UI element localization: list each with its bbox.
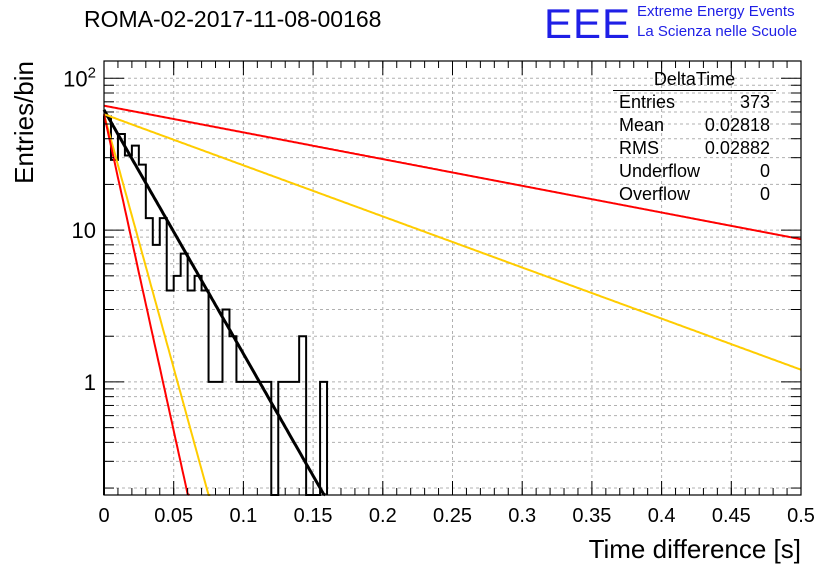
stats-label: Overflow xyxy=(619,184,691,204)
stats-box: DeltaTime Entries 373 Mean 0.02818 RMS 0… xyxy=(613,68,776,206)
stats-label: Mean xyxy=(619,115,665,135)
x-tick-label: 0 xyxy=(98,505,109,527)
stats-row-overflow: Overflow 0 xyxy=(613,183,776,206)
y-tick-label: 10 xyxy=(72,218,96,243)
stats-value: 0 xyxy=(759,184,770,204)
stats-title: DeltaTime xyxy=(613,68,776,91)
x-tick-label: 0.1 xyxy=(229,505,257,527)
x-tick-label: 0.25 xyxy=(433,505,472,527)
y-tick-label: 1 xyxy=(84,370,96,395)
x-tick-label: 0.05 xyxy=(154,505,193,527)
logo-line-1: Extreme Energy Events xyxy=(637,3,795,20)
stats-value: 0 xyxy=(759,161,770,181)
plot-title: ROMA-02-2017-11-08-00168 xyxy=(84,6,382,32)
x-tick-label: 0.3 xyxy=(508,505,536,527)
x-tick-label: 0.15 xyxy=(294,505,333,527)
x-axis-label: Time difference [s] xyxy=(589,534,801,564)
x-tick-label: 0.4 xyxy=(648,505,676,527)
fit-line xyxy=(102,109,327,497)
stats-value: 0.02882 xyxy=(704,138,770,158)
fit-line xyxy=(103,113,802,371)
stats-row-entries: Entries 373 xyxy=(613,91,776,114)
stats-label: Entries xyxy=(619,92,676,112)
axis-ticks xyxy=(103,61,802,495)
stats-label: Underflow xyxy=(619,161,701,181)
eee-logo: EEE xyxy=(544,0,632,47)
y-tick-label: 102 xyxy=(63,64,96,91)
stats-row-underflow: Underflow 0 xyxy=(613,160,776,183)
stats-value: 373 xyxy=(739,92,770,112)
x-tick-label: 0.2 xyxy=(369,505,397,527)
logo-line-2: La Scienza nelle Scuole xyxy=(637,23,798,40)
fit-line xyxy=(103,113,190,496)
y-tick-labels: 1 10 102 xyxy=(63,64,96,395)
x-tick-label: 0.45 xyxy=(712,505,751,527)
fit-lines xyxy=(102,104,802,497)
x-tick-label: 0.35 xyxy=(572,505,611,527)
x-tick-label: 0.5 xyxy=(787,505,815,527)
stats-label: RMS xyxy=(619,138,659,158)
fit-line xyxy=(103,113,211,496)
y-axis-label: Entries/bin xyxy=(9,61,39,184)
stats-row-mean: Mean 0.02818 xyxy=(613,114,776,137)
stats-row-rms: RMS 0.02882 xyxy=(613,137,776,160)
stats-value: 0.02818 xyxy=(704,115,770,135)
fit-line xyxy=(103,104,802,241)
x-tick-labels: 0 0.05 0.1 0.15 0.2 0.25 0.3 0.35 0.4 0.45 0.5 xyxy=(98,505,814,527)
